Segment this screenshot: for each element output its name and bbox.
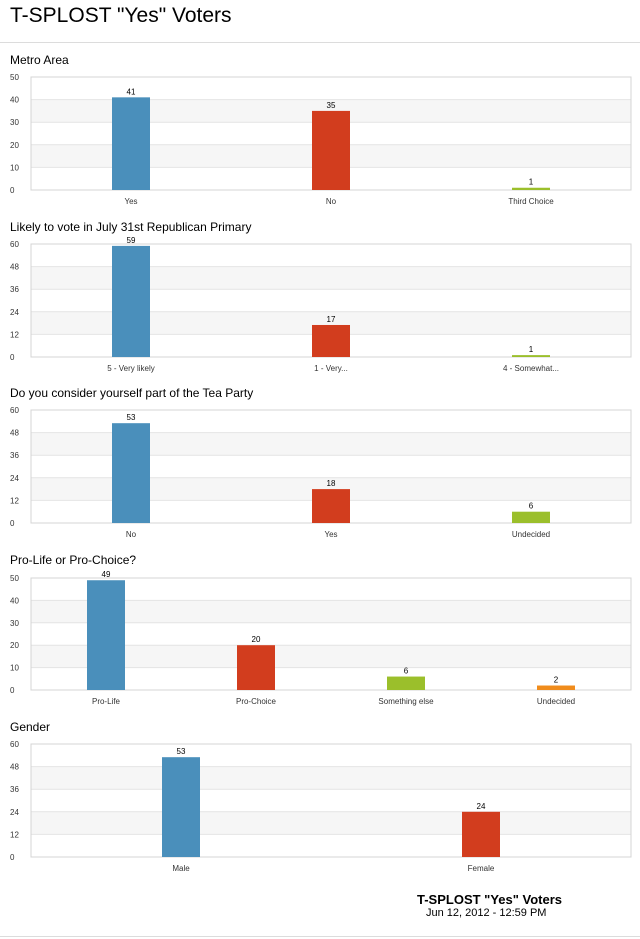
bar: [112, 245, 150, 357]
title-divider: [0, 42, 640, 43]
plot-frame: [30, 577, 632, 691]
bar: [387, 676, 425, 690]
x-tick-label: 1 - Very...: [314, 364, 348, 373]
page-title: T-SPLOST "Yes" Voters: [10, 4, 232, 27]
y-tick-label: 60: [10, 240, 19, 249]
bar: [512, 511, 550, 523]
bar: [512, 187, 550, 190]
y-tick-label: 40: [10, 596, 19, 605]
grid-band: [31, 600, 631, 623]
y-tick-label: 0: [10, 353, 15, 362]
plot-frame: [30, 743, 632, 858]
y-tick-label: 30: [10, 118, 19, 127]
bar: [537, 685, 575, 690]
y-tick-label: 0: [10, 186, 15, 195]
y-tick-label: 10: [10, 163, 19, 172]
y-tick-label: 0: [10, 853, 15, 862]
y-tick-label: 24: [10, 308, 19, 317]
footer-divider: [0, 936, 640, 937]
x-tick-label: Yes: [124, 197, 137, 206]
y-tick-label: 50: [10, 73, 19, 82]
y-tick-label: 36: [10, 285, 19, 294]
y-tick-label: 20: [10, 141, 19, 150]
data-label: 49: [102, 570, 111, 579]
y-tick-label: 12: [10, 330, 19, 339]
bar: [112, 423, 150, 523]
data-label: 17: [327, 315, 336, 324]
bar: [87, 580, 125, 690]
grid-band: [31, 766, 631, 790]
x-tick-label: No: [126, 530, 137, 539]
x-tick-label: Pro-Life: [92, 697, 121, 706]
y-tick-label: 12: [10, 496, 19, 505]
y-tick-label: 48: [10, 429, 19, 438]
y-tick-label: 60: [10, 406, 19, 415]
data-label: 24: [477, 802, 486, 811]
grid-band: [31, 811, 631, 835]
x-tick-label: Undecided: [512, 530, 550, 539]
data-label: 41: [127, 87, 136, 96]
y-tick-label: 12: [10, 830, 19, 839]
bar: [237, 645, 275, 690]
grid-band: [31, 266, 631, 290]
data-label: 6: [529, 502, 534, 511]
data-label: 35: [327, 101, 336, 110]
bar: [312, 110, 350, 190]
chart-title: Do you consider yourself part of the Tea…: [10, 386, 253, 400]
bar: [112, 97, 150, 190]
data-label: 1: [529, 178, 534, 187]
footer-title: T-SPLOST "Yes" Voters: [417, 892, 563, 907]
y-tick-label: 36: [10, 785, 19, 794]
grid-band: [31, 477, 631, 501]
data-label: 1: [529, 345, 534, 354]
chart-title: Metro Area: [10, 53, 69, 67]
y-tick-label: 50: [10, 574, 19, 583]
x-tick-label: Pro-Choice: [236, 697, 277, 706]
x-tick-label: Undecided: [537, 697, 575, 706]
y-tick-label: 60: [10, 740, 19, 749]
chart-title: Gender: [10, 720, 50, 734]
footer-date: Jun 12, 2012 - 12:59 PM: [426, 907, 547, 919]
y-tick-label: 36: [10, 451, 19, 460]
bar: [512, 355, 550, 357]
data-label: 53: [127, 413, 136, 422]
y-tick-label: 10: [10, 664, 19, 673]
y-tick-label: 24: [10, 474, 19, 483]
y-tick-label: 0: [10, 519, 15, 528]
grid-band: [31, 311, 631, 335]
y-tick-label: 20: [10, 641, 19, 650]
bar: [462, 811, 500, 857]
y-tick-label: 24: [10, 808, 19, 817]
data-label: 6: [404, 667, 409, 676]
chart-title: Likely to vote in July 31st Republican P…: [10, 220, 251, 234]
x-tick-label: No: [326, 197, 337, 206]
x-tick-label: Yes: [324, 530, 337, 539]
x-tick-label: 5 - Very likely: [107, 364, 155, 373]
data-label: 2: [554, 676, 559, 685]
bar: [162, 757, 200, 857]
y-tick-label: 40: [10, 96, 19, 105]
data-label: 59: [127, 236, 136, 245]
grid-band: [31, 99, 631, 123]
bar: [312, 489, 350, 523]
data-label: 53: [177, 747, 186, 756]
x-tick-label: 4 - Somewhat...: [503, 364, 559, 373]
y-tick-label: 0: [10, 686, 15, 695]
grid-band: [31, 645, 631, 668]
y-tick-label: 48: [10, 763, 19, 772]
y-tick-label: 30: [10, 619, 19, 628]
x-tick-label: Something else: [378, 697, 434, 706]
data-label: 18: [327, 479, 336, 488]
x-tick-label: Third Choice: [508, 197, 554, 206]
x-tick-label: Male: [172, 864, 190, 873]
data-label: 20: [252, 635, 261, 644]
grid-band: [31, 432, 631, 456]
bar: [312, 324, 350, 357]
y-tick-label: 48: [10, 263, 19, 272]
chart-title: Pro-Life or Pro-Choice?: [10, 553, 136, 567]
x-tick-label: Female: [468, 864, 495, 873]
